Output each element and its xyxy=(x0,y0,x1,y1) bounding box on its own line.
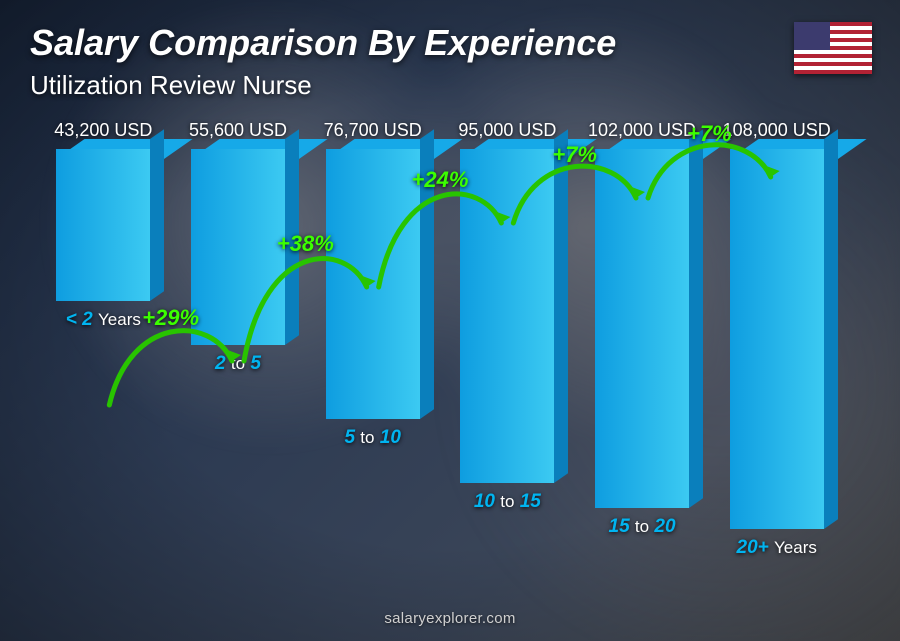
bar-chart: 43,200 USD< 2 Years55,600 USD2 to 576,70… xyxy=(30,120,850,593)
footer-source: salaryexplorer.com xyxy=(0,610,900,627)
jump-arrow-icon xyxy=(30,120,850,593)
infographic-canvas: Salary Comparison By Experience Utilizat… xyxy=(0,0,900,641)
jump-arrows-layer: +29% +38% +24% +7% +7% xyxy=(30,120,850,593)
chart-subtitle: Utilization Review Nurse xyxy=(30,70,616,101)
chart-title: Salary Comparison By Experience xyxy=(30,22,616,64)
jump-arrow-icon xyxy=(30,120,850,593)
jump-annotation: +7% xyxy=(649,121,769,147)
jump-annotation: +24% xyxy=(380,167,500,193)
jump-arrow-icon xyxy=(30,120,850,593)
title-block: Salary Comparison By Experience Utilizat… xyxy=(30,22,616,101)
country-flag-us xyxy=(794,22,872,74)
jump-annotation: +7% xyxy=(515,142,635,168)
jump-arrow-icon xyxy=(30,120,850,593)
jump-annotation: +38% xyxy=(245,231,365,257)
jump-arrow-icon xyxy=(30,120,850,593)
jump-annotation: +29% xyxy=(111,305,231,331)
